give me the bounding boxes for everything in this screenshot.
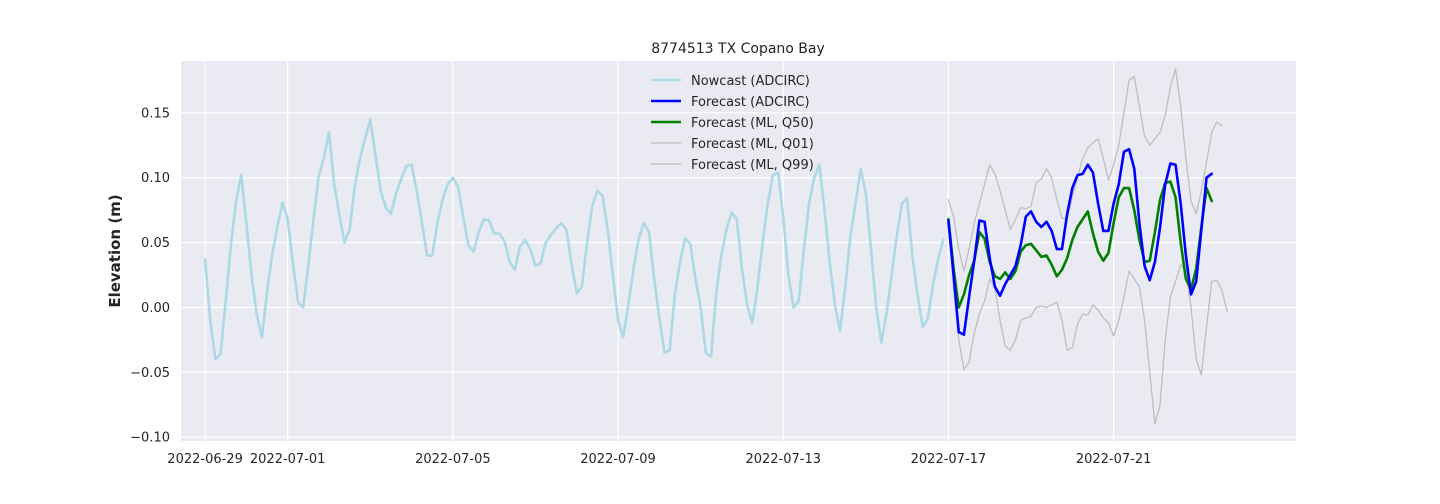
legend-label: Forecast (ML, Q99)	[691, 158, 814, 173]
x-tick-label: 2022-07-21	[1076, 452, 1152, 467]
y-tick-label: −0.10	[130, 431, 170, 446]
x-tick-label: 2022-07-13	[745, 452, 821, 467]
chart-title: 8774513 TX Copano Bay	[651, 41, 825, 57]
y-tick-label: 0.05	[141, 236, 170, 251]
x-tick-label: 2022-07-17	[911, 452, 987, 467]
plot-area	[181, 61, 1296, 441]
series-line-5	[947, 68, 1223, 272]
x-tick-label: 2022-07-09	[580, 452, 656, 467]
series-line-1	[203, 118, 945, 361]
y-axis-label: Elevation (m)	[106, 194, 124, 307]
legend-label: Forecast (ML, Q50)	[691, 116, 814, 131]
y-tick-label: 0.15	[141, 106, 170, 121]
legend-label: Forecast (ML, Q01)	[691, 137, 814, 152]
legend-label: Nowcast (ADCIRC)	[691, 74, 810, 89]
series-layer	[203, 68, 1228, 425]
y-tick-label: −0.05	[130, 366, 170, 381]
x-tick-label: 2022-07-01	[250, 452, 326, 467]
y-tick-label: 0.00	[141, 301, 170, 316]
x-tick-label: 2022-07-05	[415, 452, 491, 467]
x-tick-label: 2022-06-29	[167, 452, 243, 467]
legend: Nowcast (ADCIRC) Forecast (ADCIRC) Forecas…	[651, 74, 814, 173]
y-tick-label: 0.10	[141, 171, 170, 186]
legend-label: Forecast (ADCIRC)	[691, 95, 810, 110]
axes: 2022-06-29 2022-07-01 2022-07-05 2022-07-09…	[130, 106, 1151, 467]
series-line-2	[947, 147, 1213, 336]
